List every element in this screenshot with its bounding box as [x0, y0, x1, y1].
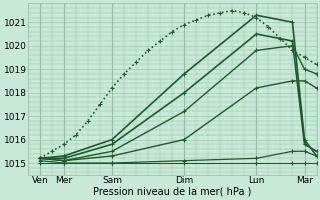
X-axis label: Pression niveau de la mer( hPa ): Pression niveau de la mer( hPa ) [93, 187, 252, 197]
